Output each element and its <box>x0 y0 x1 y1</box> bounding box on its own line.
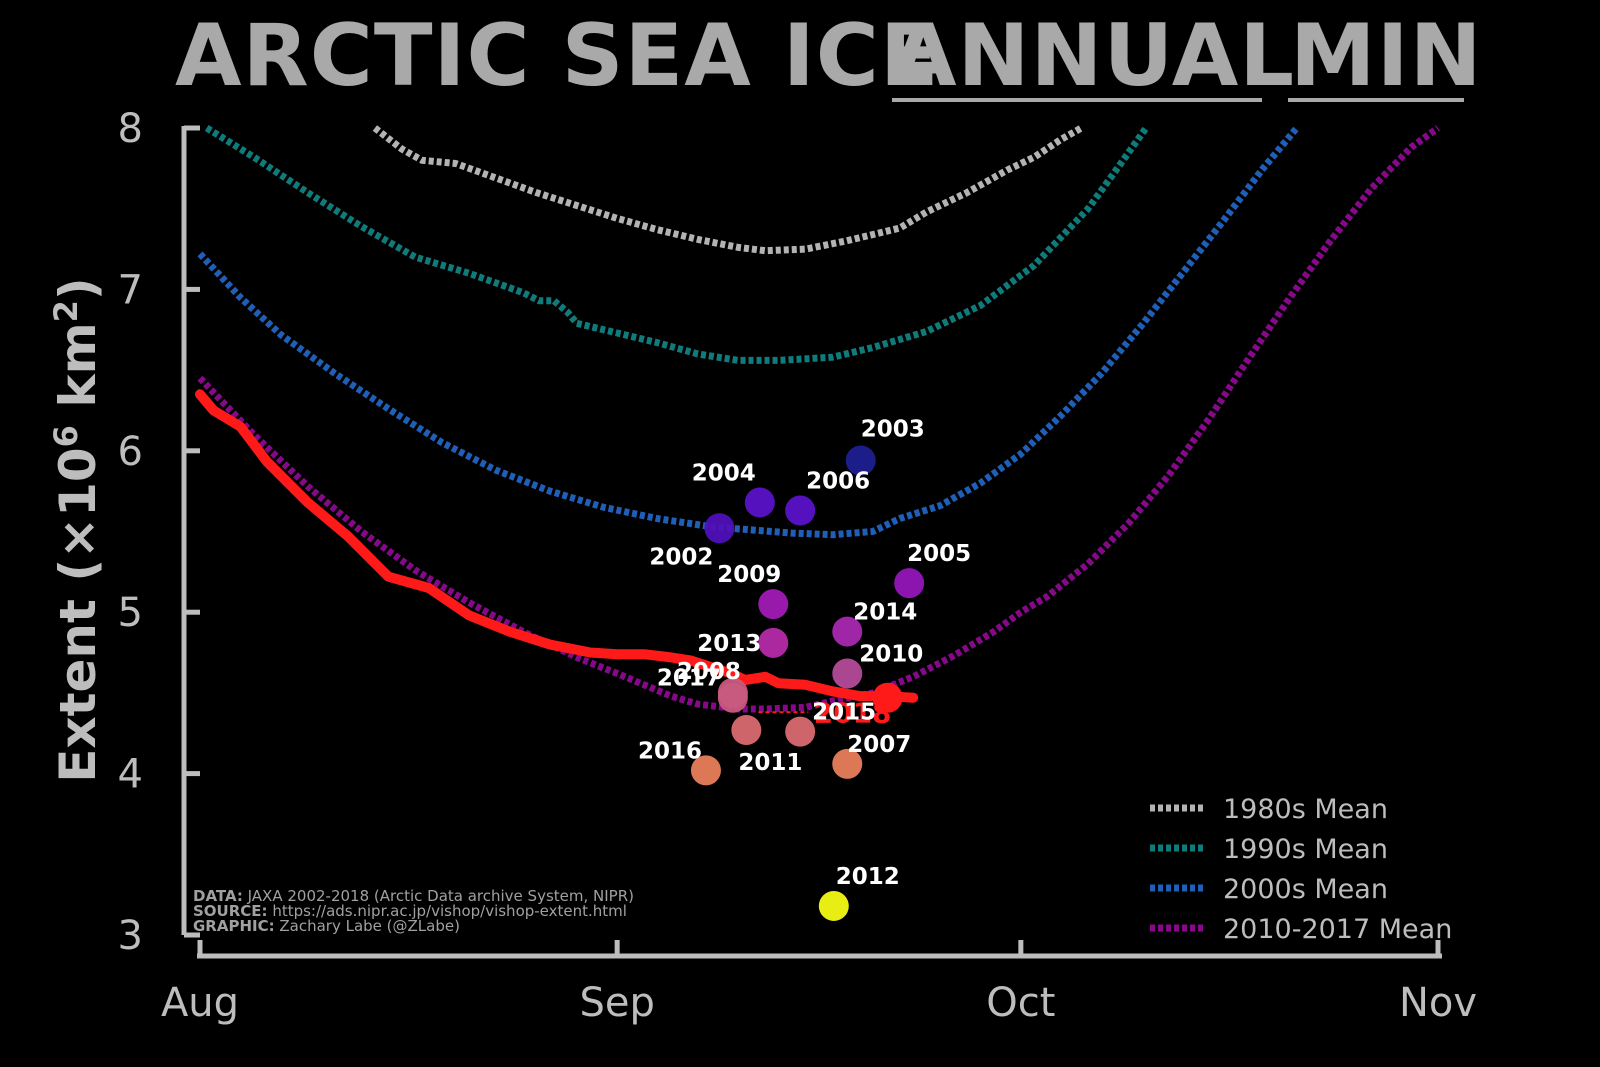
title-part3: MIN <box>1290 6 1483 106</box>
x-tick-label: Nov <box>1399 980 1477 1026</box>
legend-label: 1980s Mean <box>1223 794 1388 825</box>
minimum-label-2014: 2014 <box>853 600 917 626</box>
legend-label: 2000s Mean <box>1223 874 1388 905</box>
series-line-2018 <box>195 389 919 703</box>
series-lines <box>195 124 1441 713</box>
credit-data: DATA: JAXA 2002-2018 (Arctic Data archiv… <box>193 887 634 905</box>
title-part2: ANNUAL <box>890 6 1295 106</box>
minimum-label-2012: 2012 <box>836 864 900 890</box>
credit-graphic: GRAPHIC: Zachary Labe (@ZLabe) <box>193 917 460 935</box>
minimum-label-2003: 2003 <box>861 416 925 442</box>
minimum-point-2016 <box>690 755 721 786</box>
x-tick-label: Aug <box>161 980 239 1026</box>
minimum-point-2012 <box>818 890 849 921</box>
y-axis-label: Extent (×106 km2) <box>47 277 107 783</box>
minimum-point-2015 <box>785 716 816 747</box>
legend-label: 2010-2017 Mean <box>1223 914 1452 945</box>
minimum-point-2017 <box>717 682 748 713</box>
minimum-point-2010 <box>832 658 863 689</box>
minima-points: 2002 2003 2004 2005 2006 2007 2008 2009 2010 2011… <box>638 416 971 921</box>
x-tick-label: Oct <box>986 980 1055 1026</box>
legend-label: 1990s Mean <box>1223 834 1388 865</box>
minimum-label-2007: 2007 <box>847 732 911 758</box>
credit-source: SOURCE: https://ads.nipr.ac.jp/vishop/vi… <box>193 902 627 920</box>
y-tick-label: 5 <box>118 590 143 636</box>
series-line-2010-2017-mean <box>197 125 1441 713</box>
y-tick-label: 4 <box>118 752 143 798</box>
title-part1: ARCTIC SEA ICE <box>175 6 940 106</box>
credits: DATA: JAXA 2002-2018 (Arctic Data archiv… <box>193 887 634 935</box>
x-tick-label: Sep <box>579 980 654 1026</box>
minimum-point-2003 <box>845 445 876 476</box>
minimum-point-2009 <box>758 589 789 620</box>
y-ticks: 3 4 5 6 7 8 <box>118 106 200 959</box>
minimum-point-2018 <box>872 682 903 713</box>
minimum-label-2005: 2005 <box>907 541 971 567</box>
minimum-point-2006 <box>785 495 816 526</box>
chart-title: ARCTIC SEA ICE ANNUAL MIN <box>175 6 1483 106</box>
minimum-point-2014 <box>832 616 863 647</box>
minimum-label-2016: 2016 <box>638 738 702 764</box>
y-tick-label: 7 <box>118 267 143 313</box>
minimum-point-2004 <box>744 487 775 518</box>
minimum-label-2008: 2008 <box>677 659 741 685</box>
series-line-2000s-mean <box>197 125 1300 539</box>
minimum-label-2017: 2017 <box>657 666 721 692</box>
series-line-1980s-mean <box>372 124 1084 255</box>
minimum-point-2011 <box>731 715 762 746</box>
y-tick-label: 8 <box>118 106 143 152</box>
y-tick-label: 6 <box>118 429 143 475</box>
x-ticks: Aug Sep Oct Nov <box>161 940 1477 1026</box>
minimum-point-2013 <box>758 627 789 658</box>
minimum-point-2002 <box>704 513 735 544</box>
annotation-2018: 2018 <box>758 696 892 729</box>
minimum-label-2015: 2015 <box>812 700 876 726</box>
series-line-1990s-mean <box>204 125 1149 364</box>
minimum-label-2004: 2004 <box>692 460 756 486</box>
minimum-label-2013: 2013 <box>697 631 761 657</box>
minimum-label-2009: 2009 <box>717 562 781 588</box>
minimum-label-2011: 2011 <box>738 750 802 776</box>
minimum-label-2002: 2002 <box>649 544 713 570</box>
minimum-point-2007 <box>832 748 863 779</box>
minimum-point-2005 <box>894 568 925 599</box>
minimum-label-2006: 2006 <box>806 469 870 495</box>
minimum-label-2010: 2010 <box>859 642 923 668</box>
y-tick-label: 3 <box>118 913 143 959</box>
legend: 1980s Mean 1990s Mean 2000s Mean 2010-2017 … <box>1150 794 1452 945</box>
